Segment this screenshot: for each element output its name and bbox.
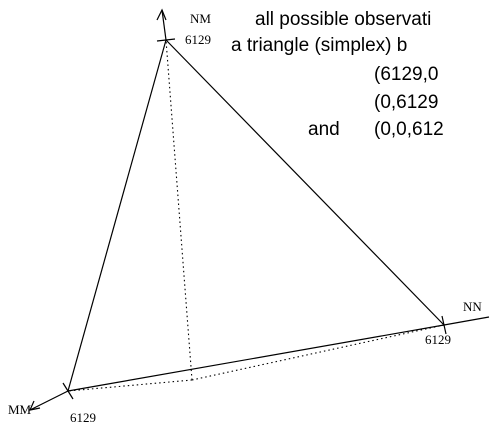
caption-line-3: (6129,0 xyxy=(374,64,439,85)
simplex-edge-mm-nm xyxy=(67,39,167,392)
caption-line-4: (0,6129 xyxy=(374,92,439,113)
caption-line-1: all possible observati xyxy=(255,9,432,30)
mm-axis-arrowhead xyxy=(28,400,41,411)
nm-axis-label: NM xyxy=(190,11,211,26)
mm-tick-mark xyxy=(62,382,74,400)
mm-tick-label: 6129 xyxy=(70,410,96,425)
caption-line-and: and xyxy=(308,119,340,140)
nm-axis-arrow-shaft xyxy=(161,9,167,41)
simplex-edge-nn-mm xyxy=(67,324,445,392)
nn-axis-label: NN xyxy=(463,299,482,314)
dotted-axis-nn xyxy=(191,324,445,381)
nm-tick-label: 6129 xyxy=(185,32,211,47)
dotted-axis-nm xyxy=(165,39,193,381)
simplex-edge-nm-nn xyxy=(165,39,445,326)
mm-axis-label: MM xyxy=(8,402,32,417)
mm-axis-arrow-shaft xyxy=(29,390,69,411)
nn-axis-arrow-shaft xyxy=(443,316,490,326)
nm-tick-mark xyxy=(156,38,176,42)
nn-tick-mark xyxy=(441,315,447,335)
dotted-axis-mm xyxy=(67,379,193,392)
caption-line-5: (0,0,612 xyxy=(374,119,444,140)
nm-axis-arrowhead xyxy=(156,8,167,21)
nn-tick-label: 6129 xyxy=(425,332,451,347)
caption-line-2: a triangle (simplex) b xyxy=(231,35,408,56)
